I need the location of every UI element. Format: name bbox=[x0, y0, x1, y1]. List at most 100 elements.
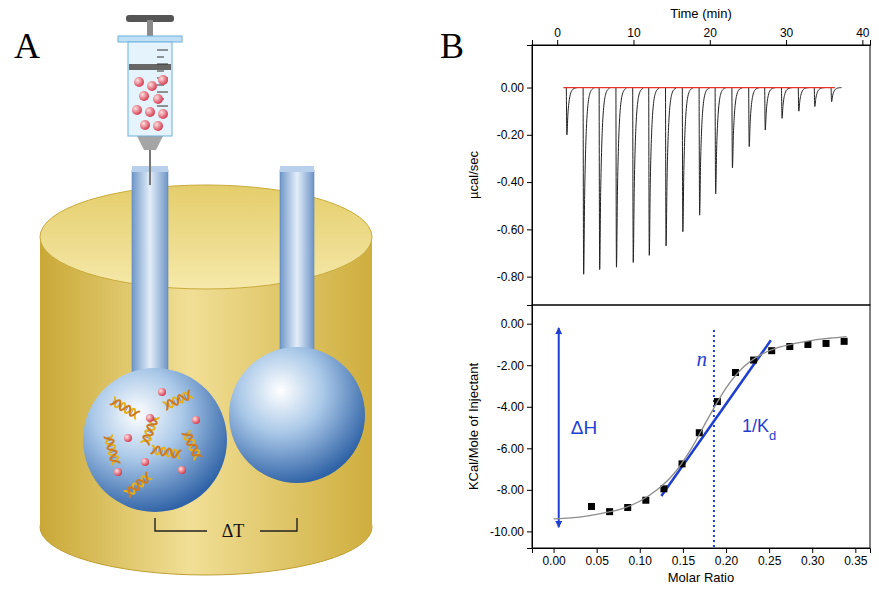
tick-label: -0.40 bbox=[497, 175, 525, 189]
cell-holder-top bbox=[40, 185, 372, 289]
x-axis-title: Time (min) bbox=[670, 6, 732, 21]
tick: 0.00 bbox=[542, 548, 566, 568]
slope-line bbox=[661, 340, 771, 496]
tick-label: 0.15 bbox=[672, 554, 696, 568]
tick-mark bbox=[769, 548, 770, 553]
tick-mark bbox=[710, 40, 711, 45]
delta-t-label: ΔT bbox=[222, 521, 245, 541]
tick-mark bbox=[557, 40, 558, 45]
tick-mark bbox=[855, 548, 856, 553]
tick-label: -0.80 bbox=[497, 270, 525, 284]
tick: -2.00 bbox=[497, 359, 532, 373]
dna-helix bbox=[151, 446, 182, 459]
fit-curve bbox=[554, 337, 847, 519]
annotation-text: ΔH bbox=[571, 417, 597, 438]
ligand-dot bbox=[124, 434, 132, 442]
data-point bbox=[588, 503, 595, 510]
chart: 010203040Time (min)0.00-0.20-0.40-0.60-0… bbox=[466, 6, 871, 306]
injection-peak bbox=[831, 88, 841, 102]
tick-label: 0.35 bbox=[844, 554, 868, 568]
plot-frame bbox=[532, 305, 870, 548]
dna-strand bbox=[110, 400, 140, 416]
tick-mark bbox=[726, 548, 727, 553]
reference-tube bbox=[280, 170, 314, 360]
tick-label: 0.05 bbox=[585, 554, 609, 568]
axis-line bbox=[533, 40, 871, 46]
tick-label: -0.20 bbox=[497, 128, 525, 142]
tick-mark bbox=[683, 548, 684, 553]
tick: -4.00 bbox=[497, 400, 532, 414]
syringe-scale bbox=[157, 57, 164, 58]
x-axis-title: Molar Ratio bbox=[668, 570, 734, 585]
tick: -0.60 bbox=[497, 223, 532, 237]
y-axis-title: µcal/sec bbox=[466, 151, 481, 199]
tick: 0.10 bbox=[629, 548, 653, 568]
ligand-dot bbox=[192, 416, 200, 424]
syringe-scale bbox=[157, 92, 168, 93]
panel-label: B bbox=[440, 26, 464, 66]
axis: 010203040 bbox=[533, 26, 871, 46]
panel-b: 010203040Time (min)0.00-0.20-0.40-0.60-0… bbox=[466, 6, 871, 585]
tick: -10.00 bbox=[490, 525, 532, 539]
injection-peak bbox=[566, 88, 576, 135]
axis: 0.00-2.00-4.00-6.00-8.00-10.00 bbox=[490, 306, 533, 549]
tick: 40 bbox=[856, 26, 870, 45]
sample-tube bbox=[132, 170, 168, 385]
injection-peak bbox=[732, 88, 742, 168]
axis-line bbox=[527, 306, 533, 549]
tick-label: 0.00 bbox=[542, 554, 566, 568]
dna-helix bbox=[182, 430, 201, 460]
dna-helix bbox=[163, 390, 193, 409]
annotation-text: 1/K bbox=[742, 416, 769, 436]
tick-label: 40 bbox=[856, 26, 870, 40]
panel-label: A bbox=[14, 26, 40, 66]
ligand-dot bbox=[158, 109, 168, 119]
axis: 0.000.050.100.150.200.250.300.35 bbox=[533, 548, 871, 568]
annotation-subscript: d bbox=[769, 428, 776, 443]
tick-mark bbox=[786, 40, 787, 45]
tick-label: 0.25 bbox=[758, 554, 782, 568]
injection-peak bbox=[715, 88, 725, 194]
dna-helix bbox=[141, 415, 158, 446]
injection-peak bbox=[599, 88, 609, 270]
tick-label: 20 bbox=[704, 26, 718, 40]
tick-mark bbox=[527, 448, 532, 449]
tick-mark bbox=[527, 490, 532, 491]
axis-line bbox=[533, 549, 871, 554]
ligand-dot bbox=[158, 388, 166, 396]
syringe-scale bbox=[157, 64, 168, 65]
baseline bbox=[563, 87, 835, 88]
tick-label: -4.00 bbox=[497, 400, 525, 414]
tick-mark bbox=[527, 229, 532, 230]
tick: 30 bbox=[780, 26, 794, 45]
annotation-label: n bbox=[696, 347, 707, 371]
tick-mark bbox=[527, 407, 532, 408]
ligand-dot bbox=[153, 94, 163, 104]
tick-label: 0.30 bbox=[801, 554, 825, 568]
reference-tube-cap bbox=[280, 166, 314, 172]
injection-peak bbox=[814, 88, 824, 107]
tick: 0.00 bbox=[501, 81, 532, 95]
injection-peak bbox=[765, 88, 775, 131]
tick-mark bbox=[527, 365, 532, 366]
dna-helix bbox=[104, 435, 119, 466]
dna-helix bbox=[110, 397, 140, 418]
annotation-text: n bbox=[696, 347, 707, 371]
syringe-scale bbox=[157, 50, 168, 51]
tick-mark bbox=[633, 40, 634, 45]
plunger-seal bbox=[129, 64, 171, 70]
tick: 0.05 bbox=[585, 548, 609, 568]
injection-peak bbox=[781, 88, 791, 119]
ligand-dot bbox=[158, 75, 168, 85]
figure: AΔTB010203040Time (min)0.00-0.20-0.40-0.… bbox=[0, 0, 879, 590]
dna-strand bbox=[151, 447, 182, 458]
annotation-label: 1/Kd bbox=[742, 416, 776, 443]
tick-mark bbox=[527, 277, 532, 278]
enthalpy-arrow bbox=[558, 328, 560, 527]
tick: 0.30 bbox=[801, 548, 825, 568]
ligand-dot bbox=[114, 468, 122, 476]
ligand-dot bbox=[153, 121, 163, 131]
chart: 0.000.050.100.150.200.250.300.35Molar Ra… bbox=[466, 305, 871, 585]
y-axis-title: KCal/Mole of Injectant bbox=[466, 363, 481, 491]
tick-label: 0 bbox=[554, 26, 561, 40]
